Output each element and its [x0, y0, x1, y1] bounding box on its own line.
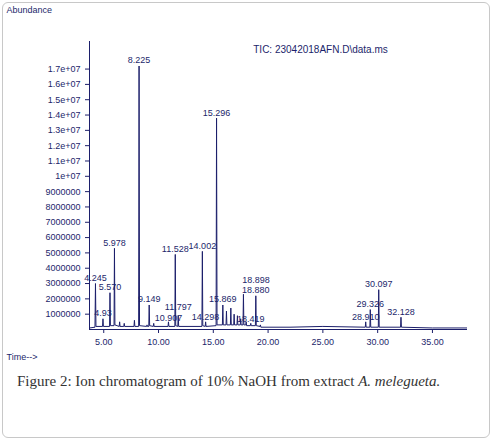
- svg-text:32.128: 32.128: [387, 307, 415, 317]
- svg-text:7000000: 7000000: [45, 217, 80, 227]
- svg-text:1.3e+07: 1.3e+07: [48, 125, 81, 135]
- svg-text:9000000: 9000000: [45, 187, 80, 197]
- svg-text:18.898: 18.898: [242, 275, 270, 285]
- svg-text:TIC: 23042018AFN.D\data.ms: TIC: 23042018AFN.D\data.ms: [253, 44, 388, 55]
- svg-text:5000000: 5000000: [45, 248, 80, 258]
- svg-text:8.225: 8.225: [128, 55, 151, 65]
- svg-text:9.149: 9.149: [138, 294, 161, 304]
- svg-text:11.797: 11.797: [165, 302, 192, 312]
- svg-text:1e+07: 1e+07: [55, 171, 80, 181]
- svg-text:10.00: 10.00: [147, 337, 170, 347]
- svg-text:Abundance: Abundance: [7, 5, 53, 15]
- svg-text:11.528: 11.528: [162, 244, 189, 254]
- svg-text:14.298: 14.298: [192, 312, 220, 322]
- html-text:Figure 2: Ion chromatogram of: Figure 2: Ion chromatogram of 10% NaOH f…: [17, 373, 441, 389]
- svg-text:5.570: 5.570: [99, 282, 122, 292]
- svg-text:5.00: 5.00: [95, 337, 113, 347]
- svg-text:Time-->: Time-->: [7, 352, 38, 362]
- svg-text:6000000: 6000000: [45, 232, 80, 242]
- svg-text:25.00: 25.00: [312, 337, 335, 347]
- svg-text:1.1e+07: 1.1e+07: [48, 156, 81, 166]
- svg-text:1.4e+07: 1.4e+07: [48, 110, 81, 120]
- svg-text:1.6e+07: 1.6e+07: [48, 79, 81, 89]
- svg-text:2000000: 2000000: [45, 294, 80, 304]
- svg-text:20.00: 20.00: [257, 337, 280, 347]
- svg-text:35.00: 35.00: [421, 337, 444, 347]
- svg-text:8000000: 8000000: [45, 202, 80, 212]
- svg-text:4.245: 4.245: [84, 273, 107, 283]
- svg-text:1.7e+07: 1.7e+07: [48, 64, 81, 74]
- svg-text:1.5e+07: 1.5e+07: [48, 95, 81, 105]
- svg-text:15.869: 15.869: [209, 294, 237, 304]
- svg-text:3000000: 3000000: [45, 278, 80, 288]
- svg-text:1.2e+07: 1.2e+07: [48, 141, 81, 151]
- svg-text:15.296: 15.296: [203, 108, 231, 118]
- svg-text:30.097: 30.097: [365, 279, 393, 289]
- svg-text:15.00: 15.00: [202, 337, 225, 347]
- svg-text:18.419: 18.419: [237, 314, 265, 324]
- svg-text:5.978: 5.978: [103, 238, 126, 248]
- svg-text:30.00: 30.00: [366, 337, 389, 347]
- svg-text:29.326: 29.326: [357, 299, 385, 309]
- svg-text:4.93: 4.93: [94, 308, 112, 318]
- svg-text:18.880: 18.880: [242, 285, 270, 295]
- svg-text:4000000: 4000000: [45, 263, 80, 273]
- svg-text:10.907: 10.907: [155, 313, 183, 323]
- svg-text:14.002: 14.002: [189, 241, 217, 251]
- svg-text:28.910: 28.910: [352, 312, 380, 322]
- svg-text:1000000: 1000000: [45, 309, 80, 319]
